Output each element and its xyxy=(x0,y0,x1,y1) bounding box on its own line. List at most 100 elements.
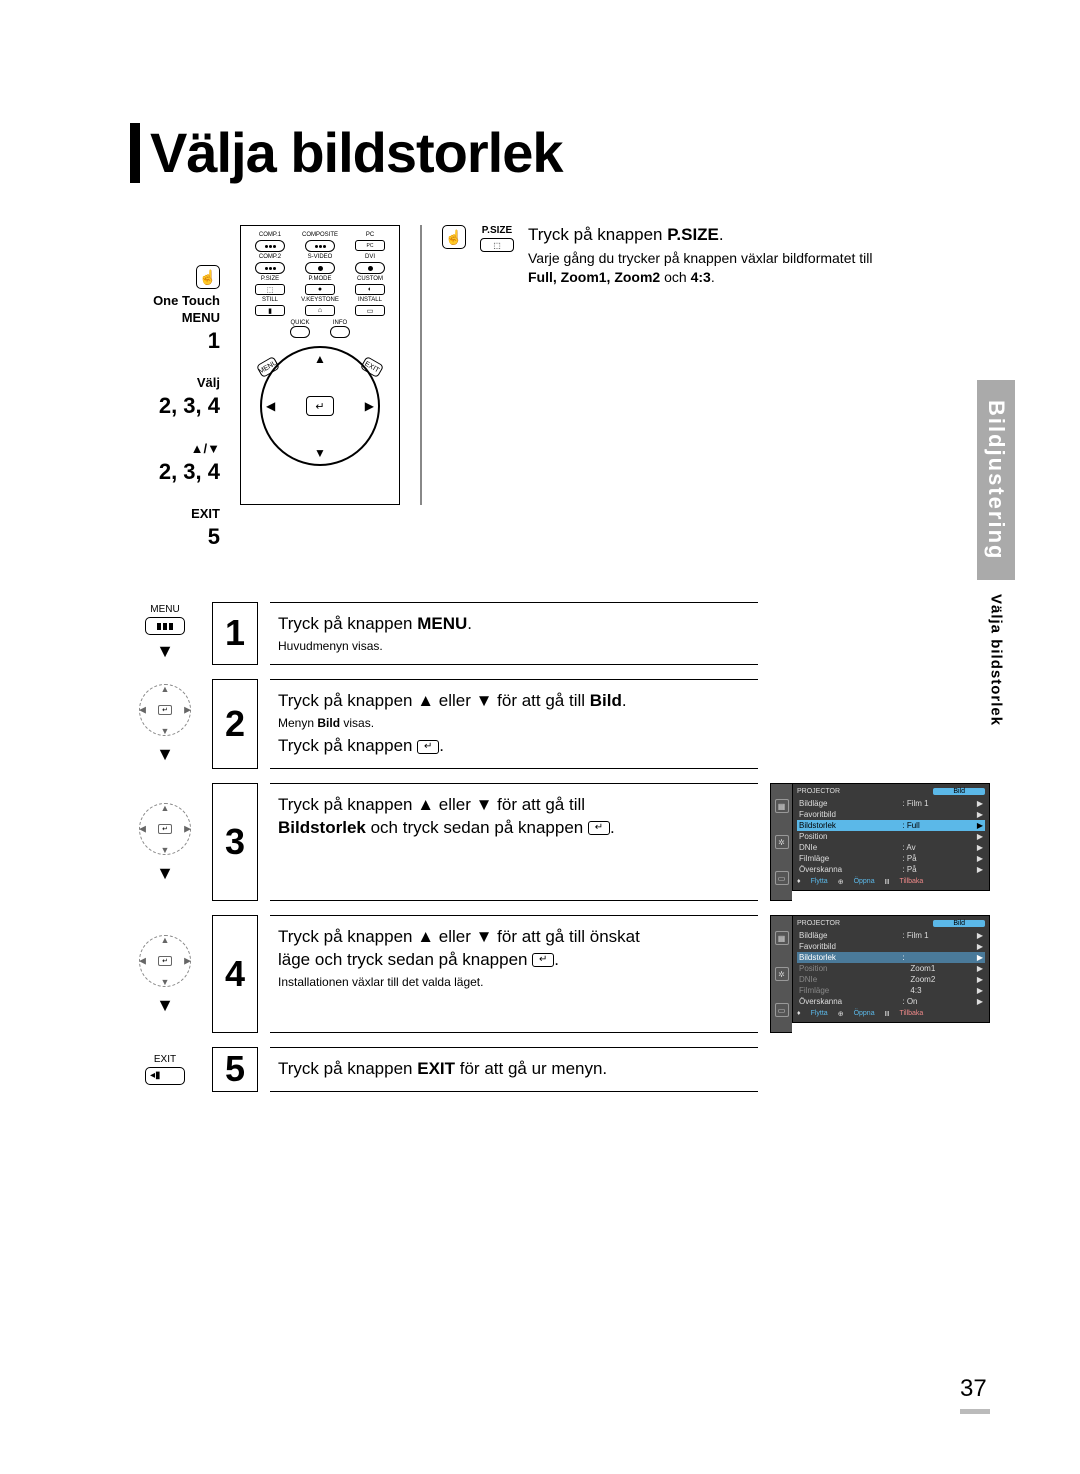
remote-button xyxy=(255,240,285,252)
step-number: 5 xyxy=(212,1047,258,1092)
step-text: Tryck på knappen ▲ eller ▼ för att gå ti… xyxy=(270,679,758,769)
step-ref-234a: 2, 3, 4 xyxy=(159,393,220,418)
remote-cap: P.SIZE xyxy=(247,276,293,282)
down-arrow-icon: ▼ xyxy=(156,744,174,765)
remote-button: ⌂ xyxy=(305,305,335,316)
osd-footer: Öppna xyxy=(854,878,875,886)
remote-diagram: COMP.1 COMPOSITE PC PC COMP.2 S-VIDEO DV… xyxy=(240,225,400,505)
page-number: 37 xyxy=(960,1375,990,1414)
remote-cap: DVI xyxy=(347,254,393,260)
remote-button xyxy=(330,326,350,338)
psize-button-icon: ⬚ xyxy=(480,238,514,252)
down-arrow-icon: ▼ xyxy=(156,641,174,662)
remote-cap: COMP.2 xyxy=(247,254,293,260)
osd-projector-label: PROJECTOR xyxy=(797,788,840,795)
hand-icon: ☝ xyxy=(442,225,466,249)
one-touch-label: One Touch xyxy=(153,293,220,308)
remote-cap: V.KEYSTONE xyxy=(297,297,343,303)
psize-subtext: Varje gång du trycker på knappen växlar … xyxy=(528,249,872,287)
remote-info-label: INFO xyxy=(330,320,350,326)
title-text: Välja bildstorlek xyxy=(150,120,563,185)
remote-button xyxy=(305,240,335,252)
remote-button: ⬚ xyxy=(255,284,285,295)
exit-button-icon: ◂▮ xyxy=(145,1067,185,1085)
remote-cap: PC xyxy=(347,232,393,238)
remote-button xyxy=(305,262,335,274)
remote-button xyxy=(355,262,385,274)
enter-icon: ↵ xyxy=(588,821,610,835)
down-arrow-icon: ▼ xyxy=(156,995,174,1016)
step-3: ↵ ▲▼◀▶ ▼ 3 Tryck på knappen ▲ eller ▼ fö… xyxy=(130,783,990,901)
left-label-column: ☝ One Touch MENU 1 Välj 2, 3, 4 ▲/▼ 2, 3… xyxy=(130,225,220,572)
dpad-icon: ↵ ▲▼◀▶ xyxy=(137,682,193,738)
title-bar xyxy=(130,123,140,183)
step-text: Tryck på knappen MENU. Huvudmenyn visas. xyxy=(270,602,758,665)
remote-button: PC xyxy=(355,240,385,251)
menu-label: MENU xyxy=(182,310,220,325)
psize-icon-col: ☝ xyxy=(442,225,466,255)
enter-icon: ↵ xyxy=(417,740,439,754)
osd-screenshot-1: ▦ ✲ ▭ PROJECTORBild Bildläge: Film 1▶Fav… xyxy=(770,783,990,901)
step-5: EXIT ◂▮ 5 Tryck på knappen EXIT för att … xyxy=(130,1047,990,1092)
osd-title: Bild xyxy=(933,788,985,795)
side-tab: Bildjustering Välja bildstorlek xyxy=(974,380,1018,760)
osd-title: Bild xyxy=(933,920,985,927)
valj-label: Välj xyxy=(197,375,220,390)
steps-list: MENU ▼ 1 Tryck på knappen MENU. Huvudmen… xyxy=(130,602,990,1092)
step-ref-5: 5 xyxy=(208,524,220,549)
osd-footer: Tillbaka xyxy=(899,878,923,886)
remote-button: ● xyxy=(305,284,335,295)
down-arrow-icon: ▼ xyxy=(156,863,174,884)
exit-icon-label: EXIT xyxy=(154,1054,176,1065)
remote-cap: INSTALL xyxy=(347,297,393,303)
remote-button xyxy=(290,326,310,338)
remote-cap: COMPOSITE xyxy=(297,232,343,238)
step-number: 4 xyxy=(212,915,258,1033)
remote-button: ◐ xyxy=(355,284,385,295)
step-4: ↵ ▲▼◀▶ ▼ 4 Tryck på knappen ▲ eller ▼ fö… xyxy=(130,915,990,1033)
dpad-icon: ↵ ▲▼◀▶ xyxy=(137,801,193,857)
vertical-separator xyxy=(420,225,422,505)
osd-side-icon: ▭ xyxy=(775,871,789,885)
step-ref-1: 1 xyxy=(208,328,220,353)
side-tab-page: Välja bildstorlek xyxy=(982,580,1011,740)
page-title: Välja bildstorlek xyxy=(130,120,990,185)
step-text: Tryck på knappen ▲ eller ▼ för att gå ti… xyxy=(270,783,758,901)
osd-side-icon: ▭ xyxy=(775,1003,789,1017)
step-2: ↵ ▲▼◀▶ ▼ 2 Tryck på knappen ▲ eller ▼ fö… xyxy=(130,679,990,769)
step-number: 3 xyxy=(212,783,258,901)
side-tab-section: Bildjustering xyxy=(977,380,1015,580)
dpad-icon: ↵ ▲▼◀▶ xyxy=(137,933,193,989)
step-1: MENU ▼ 1 Tryck på knappen MENU. Huvudmen… xyxy=(130,602,990,665)
remote-cap: S-VIDEO xyxy=(297,254,343,260)
remote-button xyxy=(255,262,285,274)
remote-cap: P.MODE xyxy=(297,276,343,282)
osd-footer: Flytta xyxy=(811,1010,828,1018)
remote-cap: COMP.1 xyxy=(247,232,293,238)
osd-side-icon: ▦ xyxy=(775,931,789,945)
step-text: Tryck på knappen EXIT för att gå ur meny… xyxy=(270,1047,758,1092)
hand-icon: ☝ xyxy=(196,265,220,289)
exit-label: EXIT xyxy=(191,506,220,521)
psize-button-col: P.SIZE ⬚ xyxy=(480,225,514,252)
remote-dpad: MENU EXIT ▲ ▼ ◀ ▶ ↵ xyxy=(260,346,380,466)
remote-button: ▮ xyxy=(255,305,285,316)
arrows-label: ▲/▼ xyxy=(191,441,220,456)
enter-icon: ↵ xyxy=(532,953,554,967)
enter-icon: ↵ xyxy=(306,396,334,416)
menu-icon-label: MENU xyxy=(150,604,179,615)
osd-side-icon: ✲ xyxy=(775,967,789,981)
remote-quick-label: QUICK xyxy=(290,320,310,326)
osd-screenshot-2: ▦ ✲ ▭ PROJECTORBild Bildläge: Film 1▶Fav… xyxy=(770,915,990,1033)
step-number: 1 xyxy=(212,602,258,665)
menu-button-icon xyxy=(145,617,185,635)
step-ref-234b: 2, 3, 4 xyxy=(159,459,220,484)
step-text: Tryck på knappen ▲ eller ▼ för att gå ti… xyxy=(270,915,758,1033)
psize-headline: Tryck på knappen P.SIZE. xyxy=(528,225,872,245)
remote-button: ▭ xyxy=(355,305,385,316)
osd-footer: Tillbaka xyxy=(899,1010,923,1018)
osd-footer: Öppna xyxy=(854,1010,875,1018)
osd-projector-label: PROJECTOR xyxy=(797,920,840,927)
osd-footer: Flytta xyxy=(811,878,828,886)
step-number: 2 xyxy=(212,679,258,769)
